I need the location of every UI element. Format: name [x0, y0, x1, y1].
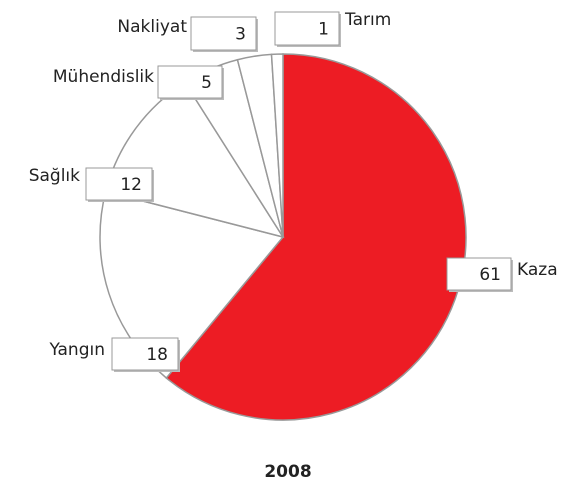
pie-slice [165, 53, 467, 421]
label-box [446, 257, 512, 291]
data-label: 18 [146, 345, 168, 365]
category-label: Kaza [517, 260, 558, 280]
data-label: 5 [201, 73, 212, 93]
category-label: Nakliyat [117, 17, 187, 37]
label-box [274, 11, 340, 46]
category-label: Mühendislik [53, 67, 154, 87]
category-label: Tarım [344, 10, 391, 30]
category-label: Sağlık [29, 166, 80, 186]
data-label: 61 [479, 265, 501, 285]
label-box [111, 337, 179, 371]
label-box [190, 16, 257, 51]
data-label: 1 [318, 20, 329, 40]
label-box [85, 167, 153, 201]
label-box [157, 65, 223, 99]
pie-slice [270, 53, 284, 238]
category-label: Yangın [48, 340, 105, 360]
data-label: 12 [120, 175, 142, 195]
chart-title: 2008 [264, 462, 311, 482]
data-label: 3 [235, 25, 246, 45]
